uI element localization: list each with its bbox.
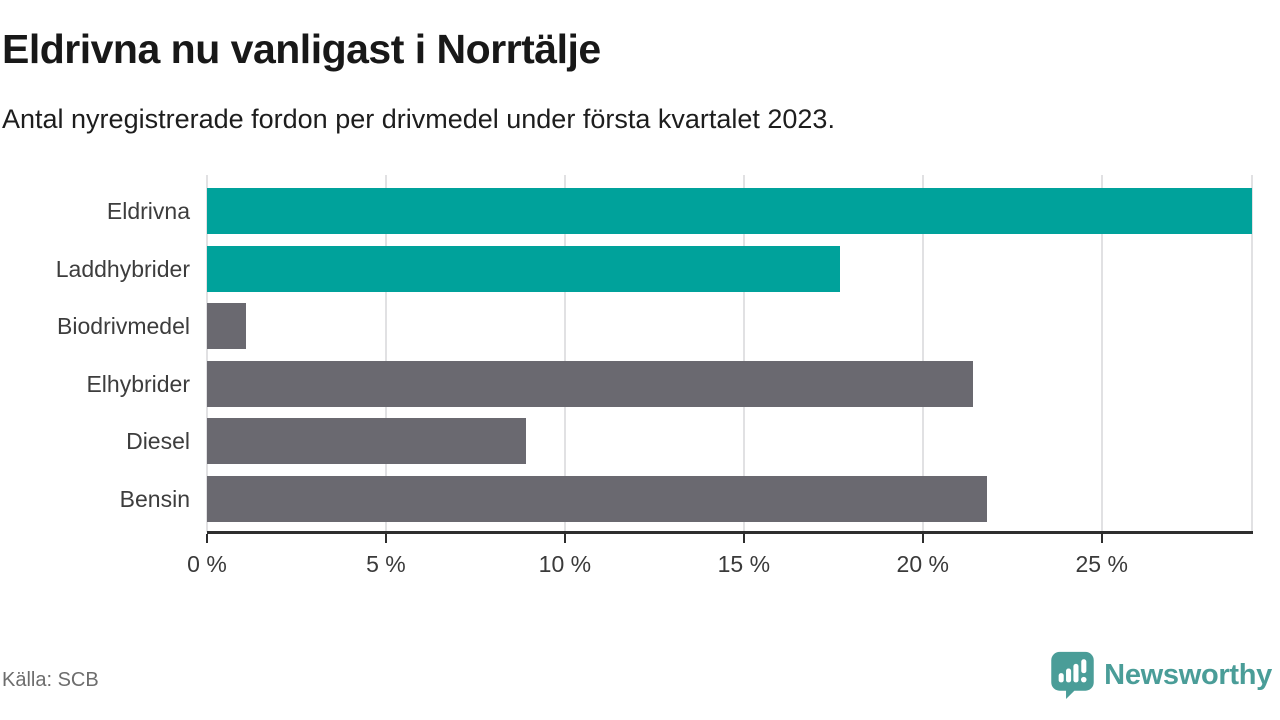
axis-tick-label: 10 % (538, 551, 592, 577)
gridline (1251, 175, 1253, 532)
axis-tick (1100, 534, 1103, 543)
bar-diesel (207, 418, 526, 464)
bar-eldrivna (207, 188, 1252, 234)
category-label: Bensin (119, 486, 190, 512)
bar-biodrivmedel (207, 303, 246, 349)
axis-tick (921, 534, 924, 543)
bar-laddhybrider (207, 246, 840, 292)
chart-subtitle: Antal nyregistrerade fordon per drivmede… (2, 104, 835, 134)
axis-tick-label: 20 % (896, 551, 949, 577)
axis-tick-label: 0 % (187, 551, 227, 577)
speech-bubble-bar-chart-icon (1050, 651, 1095, 699)
category-label: Laddhybrider (55, 256, 190, 282)
axis-tick (384, 534, 387, 543)
axis-tick (206, 534, 208, 543)
source-note: Källa: SCB (2, 669, 99, 691)
gridline (206, 175, 208, 532)
newsworthy-logo: Newsworthy (1050, 651, 1272, 699)
axis-tick-label: 25 % (1075, 551, 1128, 577)
bar-bensin (207, 476, 987, 522)
axis-tick-label: 5 % (366, 551, 406, 577)
category-label: Eldrivna (106, 198, 190, 224)
gridline (563, 175, 566, 532)
category-label: Elhybrider (86, 371, 190, 397)
plot-area (206, 175, 1253, 532)
axis-tick (742, 534, 745, 543)
chart-title: Eldrivna nu vanligast i Norrtälje (2, 26, 601, 72)
axis-tick-label: 15 % (717, 551, 771, 577)
brand-name: Newsworthy (1104, 658, 1272, 691)
x-axis-line (207, 531, 1253, 534)
gridline (384, 175, 387, 532)
category-label: Biodrivmedel (57, 313, 190, 339)
bar-elhybrider (207, 361, 973, 407)
axis-tick (563, 534, 566, 543)
gridline (1100, 175, 1103, 532)
gridline (742, 175, 745, 532)
gridline (921, 175, 924, 532)
category-label: Diesel (126, 428, 190, 454)
